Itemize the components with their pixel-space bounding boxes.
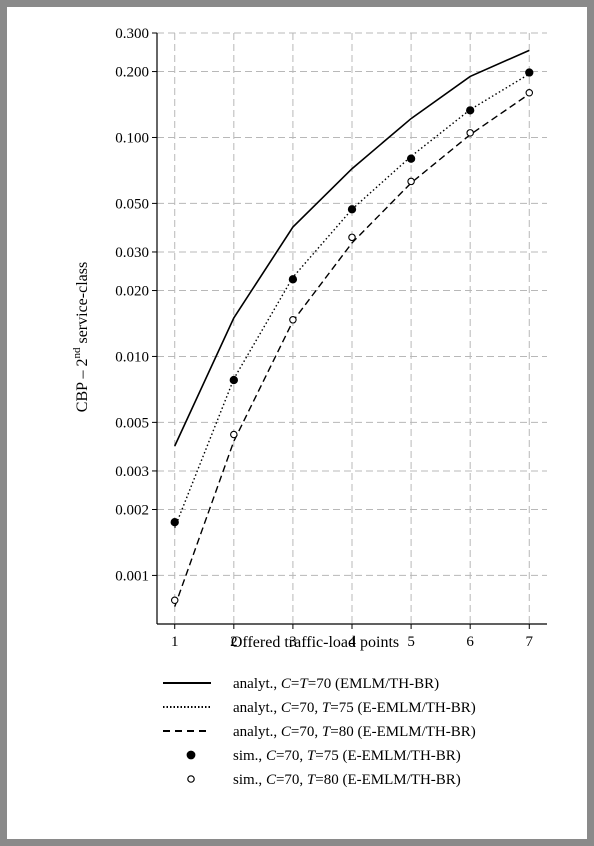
legend-part: T [307, 748, 317, 764]
legend-part: =70, [276, 748, 307, 764]
series-marker-4 [170, 518, 179, 527]
x-tick-label: 2 [230, 634, 238, 650]
series-marker-5 [466, 129, 474, 137]
y-tick-label: 0.002 [115, 503, 149, 519]
x-tick-label: 1 [171, 634, 179, 650]
legend-part: =70, [291, 724, 322, 740]
series-marker-5 [230, 430, 238, 439]
series-marker-4 [466, 106, 475, 115]
legend: analyt., C=T=70 (EMLM/TH-BR)analyt., C=7… [163, 676, 476, 788]
x-tick-label: 4 [348, 634, 356, 650]
legend-label-4: sim., C=70, T=75 (E-EMLM/TH-BR) [233, 748, 461, 764]
y-tick-label: 0.100 [115, 130, 149, 146]
legend-part: =80 (E-EMLM/TH-BR) [330, 724, 476, 740]
legend-part: C [266, 748, 277, 764]
y-tick-label: 0.050 [115, 196, 149, 212]
x-tick-label: 3 [289, 634, 297, 650]
legend-part: T [307, 772, 317, 788]
series-marker-5 [407, 177, 415, 186]
legend-part: C [266, 772, 277, 788]
x-tick-label: 6 [466, 634, 474, 650]
legend-prefix: sim., [233, 772, 266, 788]
y-label-sup: nd [71, 347, 83, 359]
x-tick-label: 5 [407, 634, 415, 650]
y-tick-label: 0.005 [115, 415, 149, 431]
series-marker-4 [347, 205, 357, 214]
legend-symbol-4 [186, 750, 196, 760]
y-label-tail: service-class [74, 262, 91, 348]
series-marker-5 [170, 596, 179, 605]
x-tick-label: 7 [526, 634, 534, 650]
legend-part: =80 (E-EMLM/TH-BR) [315, 772, 461, 788]
series-line-1 [174, 49, 530, 447]
y-tick-label: 0.300 [115, 26, 149, 42]
legend-prefix: analyt., [233, 676, 281, 692]
legend-part: =75 (E-EMLM/TH-BR) [330, 700, 476, 716]
legend-label-5: sim., C=70, T=80 (E-EMLM/TH-BR) [233, 772, 461, 788]
legend-part: =75 (E-EMLM/TH-BR) [315, 748, 461, 764]
legend-part: =70, [276, 772, 307, 788]
legend-part: T [322, 724, 332, 740]
legend-part: T [322, 700, 332, 716]
y-tick-label: 0.030 [115, 245, 149, 261]
y-label-main: CBP – 2 [74, 359, 91, 413]
y-tick-label: 0.010 [115, 349, 149, 365]
legend-part: C [281, 724, 292, 740]
legend-label-1: analyt., C=T=70 (EMLM/TH-BR) [233, 676, 439, 692]
legend-part: = [291, 676, 299, 692]
legend-label-3: analyt., C=70, T=80 (E-EMLM/TH-BR) [233, 724, 476, 740]
grid [157, 32, 547, 624]
legend-prefix: analyt., [233, 724, 281, 740]
legend-prefix: sim., [233, 748, 266, 764]
series [170, 49, 534, 607]
series-marker-5 [289, 316, 297, 324]
cbp-chart: 0.001 0.002 0.003 0.005 0.010 0.020 0.030 0.050… [71, 26, 547, 788]
legend-part: T [299, 676, 309, 692]
series-marker-5 [525, 89, 534, 97]
series-marker-4 [406, 154, 416, 163]
axes: 0.001 0.002 0.003 0.005 0.010 0.020 0.030 0.050… [115, 26, 547, 650]
series-marker-4 [288, 275, 298, 284]
legend-part: =70 (EMLM/TH-BR) [308, 676, 439, 692]
y-tick-label: 0.020 [115, 284, 149, 300]
legend-part: C [281, 700, 292, 716]
y-tick-label: 0.001 [115, 568, 149, 584]
series-marker-4 [525, 68, 534, 77]
axis-labels: Offered traffic-load points CBP – 2nd se… [71, 262, 399, 651]
y-tick-label: 0.003 [115, 464, 149, 480]
series-line-3 [174, 93, 530, 607]
legend-symbol-5 [187, 775, 195, 783]
legend-part: =70, [291, 700, 322, 716]
legend-part: C [281, 676, 292, 692]
x-axis-label: Offered traffic-load points [231, 634, 399, 651]
legend-label-2: analyt., C=70, T=75 (E-EMLM/TH-BR) [233, 700, 476, 716]
series-marker-5 [348, 233, 356, 242]
y-axis-label: CBP – 2nd service-class [71, 262, 91, 412]
y-tick-label: 0.200 [115, 65, 149, 81]
series-marker-4 [229, 375, 238, 385]
legend-prefix: analyt., [233, 700, 281, 716]
